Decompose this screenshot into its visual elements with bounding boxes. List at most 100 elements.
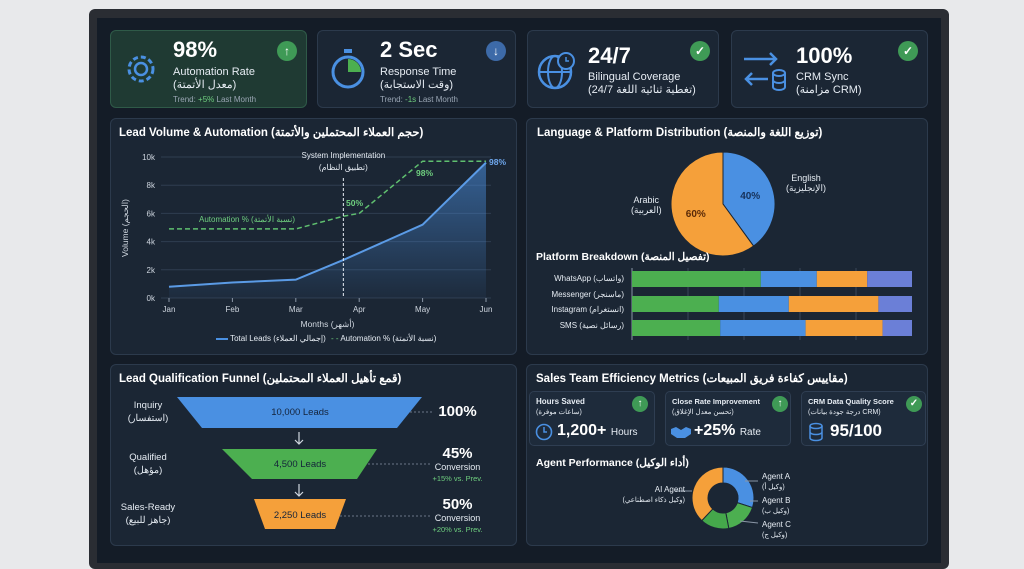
x-tick-label: Jan [163, 305, 176, 314]
kpi-label-ar: (مزامنة CRM) [796, 84, 862, 97]
clock-icon [535, 423, 553, 441]
annotation-label: System Implementation [302, 151, 386, 160]
x-tick-label: Feb [226, 305, 240, 314]
kpi-response-time: 2 Sec Response Time (وقت الاستجابة) Tren… [317, 30, 516, 108]
kpi-trend: Trend: -1s Last Month [380, 95, 458, 104]
x-axis-label: Months (أشهر) [300, 317, 354, 330]
kpi-label-ar: (معدل الأتمتة) [173, 79, 236, 92]
agent-label: Agent A [762, 472, 790, 481]
agent-label: AI Agent [600, 485, 685, 494]
funnel-stage-leads: 4,500 Leads [210, 459, 390, 470]
kpi-value: 98% [173, 37, 217, 63]
bar-segment [719, 296, 789, 312]
agent-label: Agent B [762, 496, 790, 505]
metric-label-ar: (تحسن معدل الإغلاق) [672, 408, 734, 416]
donut-slice [723, 467, 754, 508]
funnel-stage-name: Inquiry [118, 400, 178, 411]
x-tick-label: Apr [353, 305, 366, 314]
metric-close-rate: Close Rate Improvement (تحسن معدل الإغلا… [665, 391, 791, 446]
pie-slice-label: 40% [740, 191, 760, 202]
automation-series-label: Automation % (نسبة الأتمتة) [199, 214, 295, 224]
x-tick-label: Mar [289, 305, 303, 314]
stopwatch-icon [328, 47, 368, 91]
metric-unit: Rate [740, 427, 761, 438]
platform-label: WhatsApp (واتساب) [520, 274, 624, 283]
language-pie-chart: 40% 60% [660, 142, 790, 266]
y-tick-label: 0k [147, 294, 156, 303]
platform-title: Platform Breakdown (تفصيل المنصة) [536, 251, 710, 263]
sync-database-icon [742, 49, 788, 93]
arrow-up-icon: ↑ [277, 41, 297, 61]
bar-segment [817, 271, 867, 287]
metric-value: +25% [694, 422, 735, 439]
y-tick-label: 8k [147, 181, 156, 190]
platform-label: Messenger (ماسنجر) [520, 290, 624, 299]
panel-title: Sales Team Efficiency Metrics (مقاييس كف… [536, 371, 848, 385]
english-label: English(الإنجليزية) [786, 173, 826, 194]
y-tick-label: 6k [147, 209, 156, 218]
funnel-stage-pct: 50% [420, 496, 495, 513]
funnel-stage-pct: 45% [420, 445, 495, 462]
funnel-stage-name: Sales-Ready [118, 502, 178, 513]
metric-value: 95/100 [830, 421, 882, 441]
bar-segment [720, 320, 805, 336]
metric-value: 1,200+ [557, 422, 606, 439]
point-label: 98% [489, 157, 506, 167]
funnel-conversion-label: Conversion [420, 462, 495, 472]
x-tick-label: May [415, 305, 430, 314]
metric-label: Hours Saved [536, 397, 585, 406]
funnel-delta: +20% vs. Prev. [420, 525, 495, 534]
agent-label-ar: (وكيل ذكاء اصطناعي) [600, 496, 685, 504]
metric-label-ar: (درجة جودة بيانات CRM) [808, 408, 881, 416]
kpi-bilingual-coverage: 24/7 Bilingual Coverage (تغطية ثنائية ال… [527, 30, 719, 108]
agent-label-ar: (وكيل ب) [762, 507, 789, 515]
kpi-label: Response Time [380, 66, 456, 79]
check-icon: ✓ [898, 41, 918, 61]
check-icon: ✓ [906, 396, 922, 412]
pie-slice-label: 60% [686, 209, 706, 220]
y-axis-label: Volume (الحجم) [120, 199, 131, 257]
gear-icon [121, 49, 161, 89]
arabic-label: Arabic(العربية) [631, 195, 662, 216]
kpi-value: 100% [796, 43, 852, 69]
y-tick-label: 10k [142, 153, 156, 162]
donut-slice [726, 503, 753, 529]
kpi-value: 24/7 [588, 43, 631, 69]
lead-volume-chart: 0k 2k 4k 6k 8k 10k Jan Feb Mar Apr May Jun Months (أ… [110, 118, 517, 355]
platform-label: Instagram (انستغرام) [520, 305, 624, 314]
globe-clock-icon [536, 49, 578, 91]
bar-segment [867, 271, 912, 287]
metric-label: CRM Data Quality Score [808, 397, 894, 406]
bar-segment [761, 271, 817, 287]
check-icon: ✓ [690, 41, 710, 61]
database-icon [808, 422, 824, 442]
funnel-stage-leads: 10,000 Leads [210, 407, 390, 418]
funnel-conversion-label: Conversion [420, 513, 495, 523]
panel-title: Language & Platform Distribution (توزيع … [537, 125, 822, 139]
arrow-up-icon: ↑ [632, 396, 648, 412]
kpi-value: 2 Sec [380, 37, 438, 63]
bar-segment [878, 296, 912, 312]
y-tick-label: 4k [147, 238, 156, 247]
y-tick-label: 2k [147, 266, 156, 275]
funnel-stage-leads: 2,250 Leads [210, 510, 390, 521]
bar-segment [789, 296, 879, 312]
kpi-crm-sync: 100% CRM Sync (مزامنة CRM) ✓ [731, 30, 928, 108]
x-tick-label: Jun [480, 305, 493, 314]
funnel-stage-name: Qualified [118, 452, 178, 463]
agent-label-ar: (وكيل أ) [762, 483, 785, 491]
legend-total-leads: Total Leads (إجمالي العملاء) [216, 334, 326, 343]
bar-segment [632, 296, 719, 312]
funnel-stage-pct: 100% [420, 403, 495, 420]
kpi-label: Bilingual Coverage [588, 71, 680, 84]
kpi-label: Automation Rate [173, 66, 255, 79]
funnel-stage-name-ar: (استفسار) [118, 413, 178, 424]
funnel-stage-name-ar: (جاهز للبيع) [118, 515, 178, 526]
annotation-label-ar: (تطبيق النظام) [319, 163, 368, 172]
agent-label-ar: (وكيل ج) [762, 531, 787, 539]
bar-segment [806, 320, 883, 336]
arrow-down-icon: ↓ [486, 41, 506, 61]
point-label: 50% [346, 198, 363, 208]
kpi-label: CRM Sync [796, 71, 849, 84]
metric-crm-quality: CRM Data Quality Score (درجة جودة بيانات… [801, 391, 926, 446]
